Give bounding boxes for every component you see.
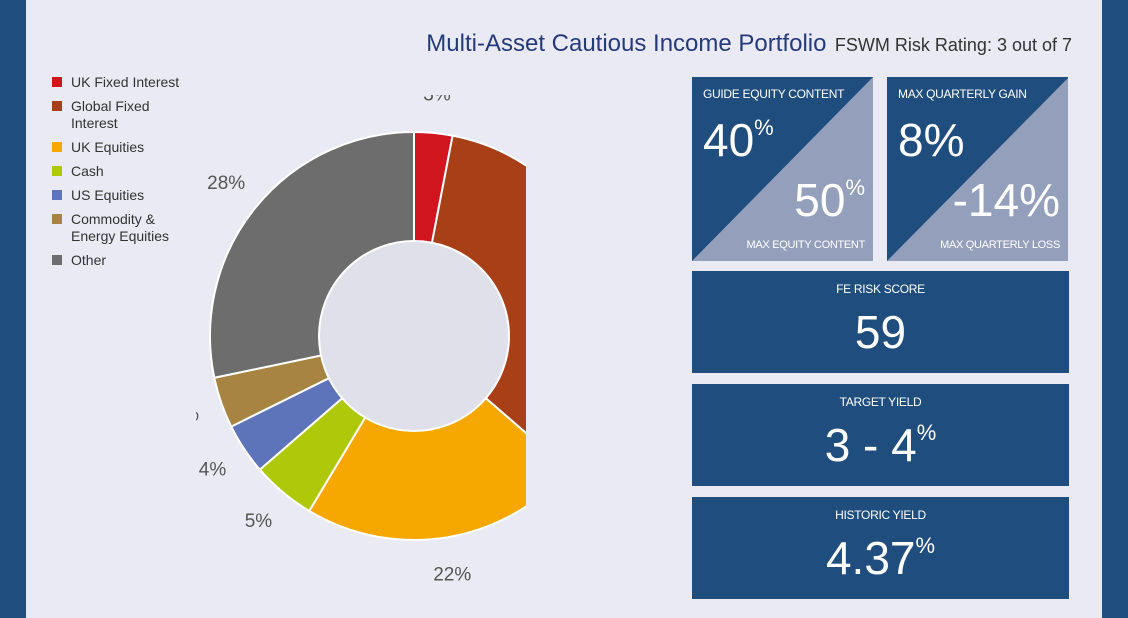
slice-value-label: 3% [423, 95, 451, 106]
target-yield-box: TARGET YIELD 3 - 4% [692, 384, 1069, 486]
max-loss-label: MAX QUARTERLY LOSS [940, 239, 1060, 251]
target-yield-value: 3 - 4% [692, 418, 1069, 472]
slice-value-label: 28% [207, 173, 245, 194]
legend-label: UK Equities [71, 139, 145, 155]
equity-content-box: GUIDE EQUITY CONTENT 40% 50% MAX EQUITY … [692, 77, 873, 261]
guide-equity-unit: % [754, 115, 774, 140]
fe-risk-score-value: 59 [854, 306, 907, 358]
slice-value-label: 4% [199, 460, 227, 481]
guide-equity-value: 40% [703, 113, 774, 167]
legend-item: UK Fixed Interest [52, 74, 191, 91]
legend-item: Global Fixed Interest [52, 98, 191, 132]
guide-equity-number: 40 [703, 114, 755, 166]
slice-value-label: 4% [196, 405, 199, 426]
equity-box-graphic [692, 77, 873, 261]
legend-item: Cash [52, 163, 191, 180]
legend-label: Commodity & Energy Equities [71, 211, 170, 244]
donut-chart: 3%33%22%5%4%4%28% [196, 95, 526, 585]
fe-risk-score-box: FE RISK SCORE 59 [692, 271, 1069, 373]
max-gain-value: 8% [898, 114, 965, 166]
max-equity-value: 50% [794, 173, 865, 227]
quarterly-box-graphic [887, 77, 1068, 261]
max-gain-label: MAX QUARTERLY GAIN [898, 87, 1027, 101]
slice-value-label: 22% [433, 564, 471, 585]
max-equity-number: 50 [794, 174, 846, 226]
historic-yield-label: HISTORIC YIELD [835, 508, 926, 522]
legend-swatch [52, 214, 62, 224]
legend-item: US Equities [52, 187, 191, 204]
target-yield-number: 3 - 4 [824, 419, 917, 471]
legend-item: Commodity & Energy Equities [52, 211, 191, 245]
donut-hole [318, 240, 510, 432]
legend-item: Other [52, 252, 191, 269]
guide-equity-label: GUIDE EQUITY CONTENT [703, 87, 845, 101]
max-equity-unit: % [845, 175, 865, 200]
legend-label: US Equities [71, 187, 145, 203]
legend-swatch [52, 255, 62, 265]
slice-value-label: 5% [245, 511, 273, 532]
target-yield-unit: % [916, 420, 937, 445]
historic-yield-box: HISTORIC YIELD 4.37% [692, 497, 1069, 599]
chart-legend: UK Fixed Interest Global Fixed Interest UK… [52, 74, 191, 276]
legend-swatch [52, 142, 62, 152]
legend-swatch [52, 166, 62, 176]
legend-swatch [52, 101, 62, 111]
legend-label: Global Fixed Interest [71, 98, 150, 131]
title-row: Multi-Asset Cautious Income Portfolio FS… [426, 30, 1072, 58]
legend-label: Other [71, 252, 107, 268]
historic-yield-unit: % [915, 533, 936, 558]
legend-label: UK Fixed Interest [71, 74, 180, 90]
target-yield-label: TARGET YIELD [839, 395, 922, 409]
legend-swatch [52, 190, 62, 200]
fe-risk-score-label: FE RISK SCORE [836, 282, 925, 296]
historic-yield-number: 4.37 [825, 532, 916, 584]
main-panel: Multi-Asset Cautious Income Portfolio FS… [26, 0, 1102, 618]
quarterly-box: MAX QUARTERLY GAIN 8% -14% MAX QUARTERLY… [887, 77, 1068, 261]
equity-box-triangle [692, 77, 873, 261]
legend-item: UK Equities [52, 139, 191, 156]
max-loss-value: -14% [952, 174, 1060, 226]
historic-yield-value: 4.37% [692, 531, 1069, 585]
page-title: Multi-Asset Cautious Income Portfolio [426, 30, 827, 57]
legend-swatch [52, 77, 62, 87]
legend-label: Cash [71, 163, 104, 179]
risk-rating: FSWM Risk Rating: 3 out of 7 [834, 35, 1072, 55]
quarterly-box-triangle [887, 78, 1068, 261]
max-equity-label: MAX EQUITY CONTENT [746, 239, 866, 251]
